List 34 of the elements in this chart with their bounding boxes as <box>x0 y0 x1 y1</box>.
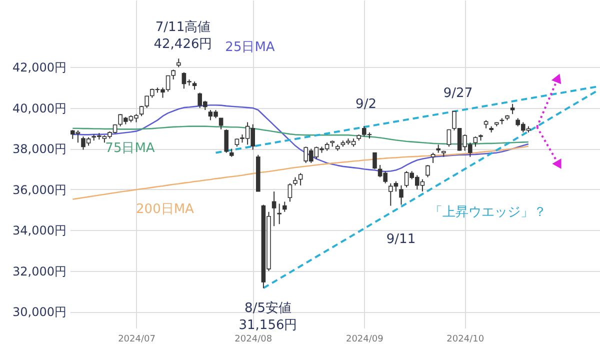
candlestick <box>372 152 377 170</box>
candlestick <box>430 152 436 164</box>
candlestick <box>224 128 228 154</box>
annotation: 9/11 <box>386 232 416 247</box>
candlestick <box>298 172 303 186</box>
y-tick-label: 30,000円 <box>12 305 66 320</box>
annotation: 「上昇ウエッジ」？ <box>430 205 546 220</box>
candlestick <box>272 191 276 227</box>
annotation: 9/2 <box>356 97 376 112</box>
x-tick-label: 2024/07 <box>118 334 156 344</box>
candlestick <box>277 203 282 225</box>
y-tick-label: 32,000円 <box>12 264 66 278</box>
y-tick-label: 38,000円 <box>12 142 66 156</box>
y-tick-label: 42,000円 <box>12 60 66 75</box>
candlestick <box>399 184 404 206</box>
series-label: 200日MA <box>136 202 194 217</box>
series-label: 75日MA <box>105 141 155 156</box>
x-tick-label: 2024/08 <box>234 334 272 344</box>
candlestick <box>510 103 515 115</box>
candlestick <box>288 182 292 202</box>
annotation: 9/27 <box>443 86 473 101</box>
candlestick <box>473 136 478 148</box>
candlestick <box>218 118 224 130</box>
x-tick-label: 2024/09 <box>346 334 384 344</box>
candlestick <box>446 128 452 148</box>
text: 25日MA <box>225 40 275 55</box>
y-tick-label: 34,000円 <box>12 224 66 238</box>
y-tick-label: 40,000円 <box>12 101 66 116</box>
candlestick <box>282 201 287 212</box>
candlestick <box>426 164 430 178</box>
annotation: 8/5安値 31,156円 <box>238 300 298 333</box>
x-tick-label: 2024/10 <box>446 334 484 344</box>
y-tick-label: 36,000円 <box>12 182 66 197</box>
annotation: 7/11高値 42,426円 <box>154 19 212 52</box>
